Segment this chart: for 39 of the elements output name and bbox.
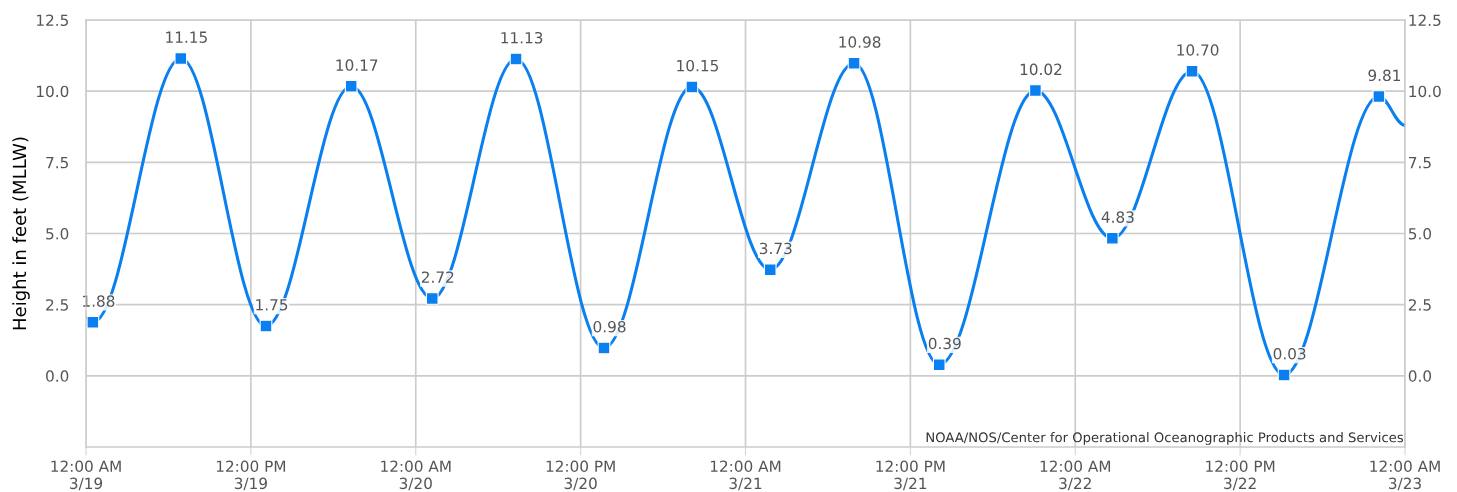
y-tick-label: 2.5 bbox=[46, 299, 68, 311]
data-label: 2.72 bbox=[421, 271, 454, 283]
data-label: 11.13 bbox=[501, 31, 543, 44]
x-tick-label: 12:00 AM 3/23 bbox=[1370, 460, 1440, 491]
y2-tick-label: 10.0 bbox=[1409, 85, 1441, 98]
x-tick-label: 12:00 PM 3/20 bbox=[546, 460, 615, 491]
y-tick-label: 10.0 bbox=[36, 85, 69, 98]
y2-tick-label: 0.0 bbox=[1408, 370, 1432, 382]
data-label: 0.03 bbox=[1273, 347, 1306, 360]
data-label: 10.70 bbox=[1177, 44, 1219, 56]
data-label: 0.98 bbox=[593, 320, 626, 333]
data-label: 9.81 bbox=[1368, 69, 1401, 82]
y-axis-title: Height in feet (MLLW) bbox=[12, 137, 30, 330]
x-tick-label: 12:00 PM 3/21 bbox=[876, 460, 945, 491]
x-tick-label: 12:00 AM 3/19 bbox=[51, 460, 121, 491]
data-label: 10.17 bbox=[336, 59, 378, 71]
annotation: NOAA/NOS/Center for Operational Oceanographic Products and Services bbox=[926, 432, 1404, 445]
data-label: 1.75 bbox=[256, 299, 288, 311]
x-tick-label: 12:00 PM 3/22 bbox=[1206, 460, 1275, 491]
y-tick-label: 5.0 bbox=[46, 227, 69, 240]
data-label: 10.15 bbox=[677, 59, 719, 72]
y-tick-label: 0.0 bbox=[46, 370, 69, 382]
y-tick-label: 7.5 bbox=[46, 157, 68, 169]
x-tick-label: 12:00 PM 3/19 bbox=[216, 460, 286, 491]
y-tick-label: 12.5 bbox=[36, 14, 68, 27]
y2-tick-label: 12.5 bbox=[1409, 14, 1441, 27]
data-label: 11.15 bbox=[166, 31, 207, 43]
y2-tick-label: 5.0 bbox=[1408, 227, 1432, 240]
data-label: 3.73 bbox=[759, 242, 792, 255]
x-tick-label: 12:00 AM 3/20 bbox=[381, 460, 451, 491]
data-label: 10.98 bbox=[839, 36, 881, 48]
data-label: 10.02 bbox=[1020, 63, 1062, 76]
data-label: 1.88 bbox=[83, 295, 115, 307]
x-tick-label: 12:00 AM 3/21 bbox=[710, 460, 781, 491]
data-label: 0.39 bbox=[928, 337, 961, 350]
x-tick-label: 12:00 AM 3/22 bbox=[1040, 460, 1111, 491]
data-label: 4.83 bbox=[1101, 211, 1134, 223]
y2-tick-label: 7.5 bbox=[1409, 157, 1431, 169]
y2-tick-label: 2.5 bbox=[1408, 299, 1431, 311]
